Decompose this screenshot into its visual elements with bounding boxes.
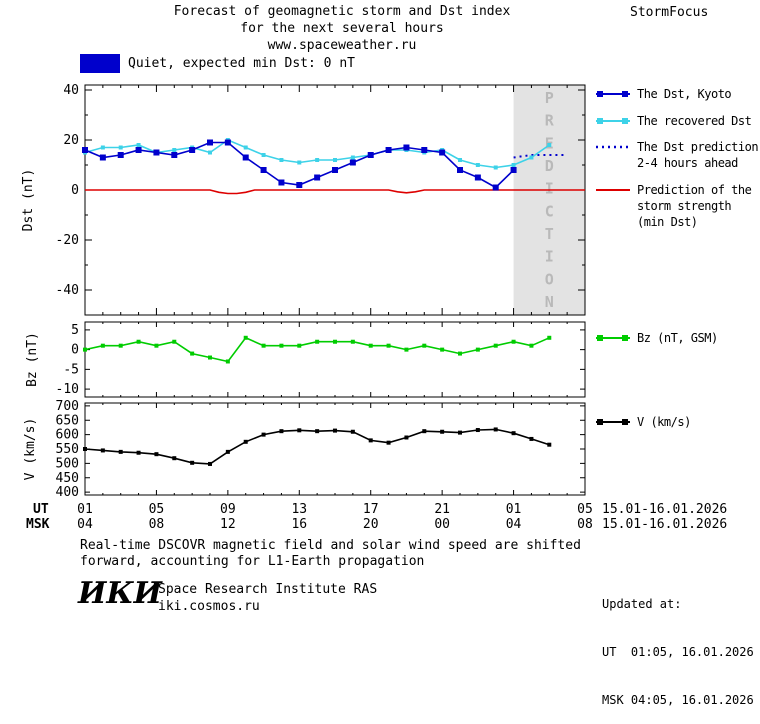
xaxis-name: MSK: [26, 517, 50, 532]
xaxis-date-range: 15.01-16.01.2026: [602, 502, 728, 517]
svg-text:V (km/s): V (km/s): [23, 418, 38, 481]
footnote-line-1: Real-time DSCOVR magnetic field and sola…: [80, 538, 581, 553]
svg-text:-20: -20: [56, 233, 79, 248]
xaxis-tick: 05: [577, 502, 593, 517]
xaxis-tick: 00: [434, 517, 450, 532]
footnote-line-2: forward, accounting for L1-Earth propaga…: [80, 554, 425, 569]
svg-text:P: P: [545, 89, 554, 107]
svg-text:0: 0: [71, 183, 79, 198]
xaxis-tick: 12: [220, 517, 236, 532]
svg-text:600: 600: [56, 428, 79, 443]
title-line-2: for the next several hours: [240, 21, 444, 36]
legend-label: The Dst prediction 2-4 hours ahead: [637, 140, 759, 170]
page-title: Forecast of geomagnetic storm and Dst in…: [0, 3, 684, 54]
footnote: Real-time DSCOVR magnetic field and sola…: [80, 538, 581, 570]
svg-text:I: I: [545, 248, 554, 266]
xaxis-tick: 04: [505, 517, 522, 532]
xaxis-tick: 21: [434, 502, 450, 517]
institute-name: Space Research Institute RAS: [158, 582, 378, 597]
legend-item-dst-0: The Dst, Kyoto: [595, 86, 732, 102]
svg-text:-10: -10: [56, 382, 79, 397]
svg-text:20: 20: [63, 133, 79, 148]
bz-chart: 5 0 -5 -10 Bz (nT): [25, 321, 586, 398]
legend-swatch-icon: [596, 118, 630, 124]
updated-heading: Updated at:: [602, 597, 682, 611]
svg-text:R: R: [545, 112, 555, 130]
legend-item-dst-2: The Dst prediction 2-4 hours ahead: [595, 139, 759, 171]
page: { "header": { "title_lines": [ "Forecast…: [0, 3, 760, 707]
svg-text:400: 400: [56, 485, 79, 500]
legend-label: Prediction of the storm strength (min Ds…: [637, 183, 752, 229]
xaxis-tick: 08: [577, 517, 593, 532]
svg-text:O: O: [545, 270, 554, 288]
legend-item-dst-1: The recovered Dst: [595, 113, 752, 129]
xaxis-tick: 01: [77, 502, 93, 517]
legend-label: V (km/s): [637, 415, 691, 429]
legend-label: Bz (nT, GSM): [637, 331, 718, 345]
svg-text:40: 40: [63, 83, 79, 98]
legend-item-dst-3: Prediction of the storm strength (min Ds…: [595, 182, 752, 230]
status-label: Quiet, expected min Dst: 0 nT: [128, 56, 355, 71]
xaxis-tick: 08: [148, 517, 165, 532]
spaceweather-url: www.spaceweather.ru: [267, 38, 417, 53]
legend-label: The Dst, Kyoto: [637, 87, 732, 101]
updated-ut: UT 01:05, 16.01.2026: [602, 645, 754, 659]
svg-text:5: 5: [71, 323, 79, 338]
svg-text:Dst (nT): Dst (nT): [21, 169, 36, 232]
xaxis-tick: 04: [77, 517, 93, 532]
legend-swatch-icon: [596, 335, 630, 341]
legend-label: The recovered Dst: [637, 114, 752, 128]
svg-text:450: 450: [56, 471, 79, 486]
brand-stormfocus: StormFocus: [630, 5, 709, 20]
legend-swatch-icon: [596, 145, 630, 149]
svg-text:500: 500: [56, 456, 79, 471]
legend-swatch-icon: [596, 419, 630, 425]
svg-text:550: 550: [56, 442, 79, 457]
status-box: [80, 54, 120, 73]
xaxis-tick: 16: [291, 517, 308, 532]
svg-text:650: 650: [56, 413, 79, 428]
svg-text:Bz (nT): Bz (nT): [25, 332, 40, 387]
xaxis-date-range: 15.01-16.01.2026: [602, 517, 728, 532]
legend-item-v-0: V (km/s): [595, 414, 691, 430]
svg-text:0: 0: [71, 343, 79, 358]
svg-text:-40: -40: [56, 283, 79, 298]
svg-text:700: 700: [56, 400, 79, 414]
svg-text:I: I: [545, 180, 554, 198]
updated-block: Updated at: UT 01:05, 16.01.2026 MSK 04:…: [602, 564, 754, 724]
svg-text:T: T: [545, 225, 554, 243]
xaxis-tick: 01: [505, 502, 522, 517]
iki-url: iki.cosmos.ru: [158, 599, 260, 614]
xaxis-tick: 09: [220, 502, 236, 517]
xaxis-row-ut: UT 01 05 09 13 17 21 01 05 15.01-16.01.2026: [0, 502, 760, 517]
svg-text:N: N: [545, 293, 554, 311]
xaxis-tick: 13: [291, 502, 308, 517]
svg-text:D: D: [545, 157, 554, 175]
title-line-1: Forecast of geomagnetic storm and Dst in…: [173, 4, 511, 19]
iki-logo: ИКИ: [78, 576, 162, 611]
legend-swatch-icon: [596, 189, 630, 191]
legend-swatch-icon: [596, 91, 630, 97]
updated-msk: MSK 04:05, 16.01.2026: [602, 693, 754, 707]
xaxis-row-msk: MSK 04 08 12 16 20 00 04 08 15.01-16.01.2026: [0, 517, 760, 532]
xaxis-tick: 20: [362, 517, 379, 532]
xaxis-tick: 05: [148, 502, 165, 517]
legend-item-bz-0: Bz (nT, GSM): [595, 330, 718, 346]
svg-text:C: C: [545, 202, 554, 220]
xaxis-name: UT: [33, 502, 49, 517]
svg-text:-5: -5: [63, 362, 79, 377]
xaxis-tick: 17: [362, 502, 379, 517]
